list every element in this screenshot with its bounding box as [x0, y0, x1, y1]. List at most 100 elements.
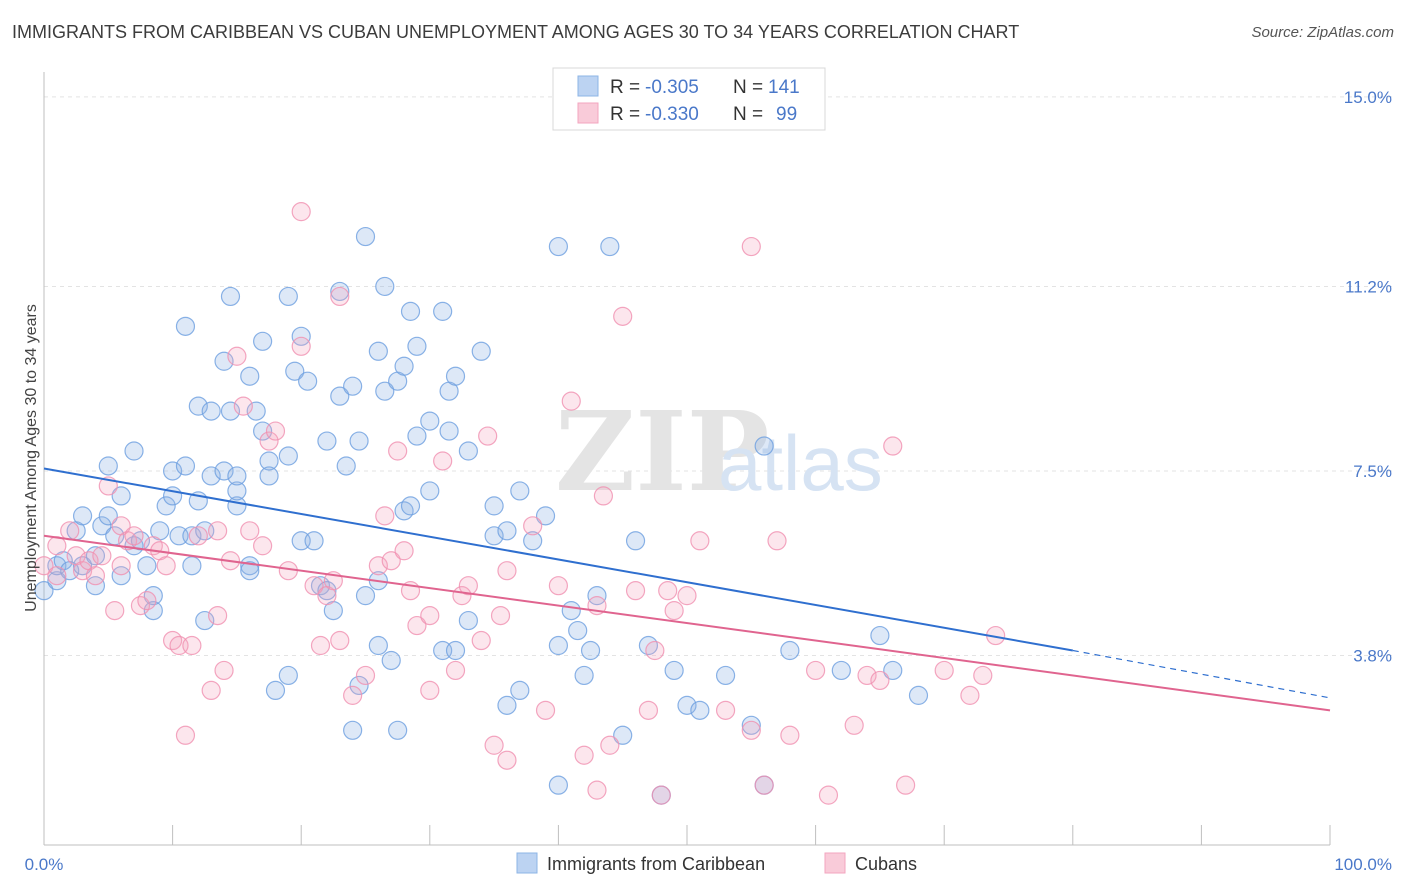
point-caribbean: [240, 366, 260, 386]
point-cubans: [92, 546, 112, 566]
trend-line-caribbean-extension: [1072, 649, 1331, 699]
point-cubans: [394, 541, 414, 561]
point-cubans: [754, 775, 774, 795]
point-caribbean: [227, 466, 247, 486]
point-caribbean: [664, 660, 684, 681]
point-cubans: [658, 581, 678, 601]
point-cubans: [130, 596, 151, 616]
point-caribbean: [85, 576, 106, 596]
y-tick-label: 15.0%: [1344, 88, 1392, 107]
point-caribbean: [433, 301, 453, 321]
point-cubans: [72, 561, 93, 581]
point-caribbean: [574, 665, 594, 686]
point-caribbean: [368, 635, 388, 656]
point-cubans: [587, 780, 607, 800]
point-caribbean: [458, 610, 478, 631]
point-cubans: [574, 745, 594, 765]
point-caribbean: [124, 441, 144, 461]
point-cubans: [208, 605, 228, 626]
legend-swatch-cubans: [577, 102, 599, 124]
point-cubans: [973, 665, 993, 686]
point-cubans: [645, 640, 665, 661]
point-caribbean: [240, 561, 260, 581]
point-caribbean: [568, 620, 588, 641]
point-caribbean: [246, 401, 266, 421]
point-caribbean: [510, 481, 530, 501]
point-caribbean: [510, 680, 530, 701]
point-caribbean: [317, 431, 337, 451]
point-cubans: [497, 561, 517, 581]
grid-lines: [44, 96, 1392, 656]
point-caribbean: [111, 486, 131, 506]
point-caribbean: [34, 581, 54, 601]
point-cubans: [47, 536, 67, 556]
point-caribbean: [548, 635, 569, 656]
point-caribbean: [201, 466, 221, 486]
point-caribbean: [394, 501, 414, 521]
point-caribbean: [484, 496, 504, 516]
point-caribbean: [600, 236, 620, 257]
point-caribbean: [355, 586, 376, 606]
point-cubans: [818, 785, 839, 805]
point-caribbean: [394, 356, 414, 376]
point-cubans: [548, 576, 569, 596]
point-caribbean: [175, 316, 196, 336]
point-cubans: [253, 536, 273, 556]
point-cubans: [343, 685, 363, 705]
point-caribbean: [677, 695, 697, 715]
point-cubans: [561, 391, 581, 411]
y-axis-label: Unemployment Among Ages 30 to 34 years: [23, 304, 40, 612]
x-tick-label-min: 0.0%: [25, 855, 64, 874]
point-cubans: [291, 336, 311, 356]
point-cubans: [535, 700, 556, 720]
point-caribbean: [870, 625, 890, 646]
point-caribbean: [336, 456, 356, 476]
point-caribbean: [111, 566, 131, 586]
point-caribbean: [156, 496, 176, 516]
point-cubans: [857, 665, 877, 686]
point-cubans: [330, 630, 350, 651]
series-legend: Immigrants from Caribbean Cubans: [516, 852, 917, 874]
point-caribbean: [124, 536, 144, 556]
point-cubans: [497, 750, 517, 770]
point-cubans: [111, 556, 131, 576]
point-caribbean: [690, 700, 710, 720]
point-cubans: [201, 680, 221, 701]
point-caribbean: [285, 361, 305, 381]
bottom-legend-swatch-cubans: [824, 852, 846, 874]
watermark-zip: ZIP: [555, 387, 769, 516]
point-caribbean: [580, 640, 601, 661]
point-caribbean: [214, 461, 234, 481]
point-caribbean: [220, 401, 241, 421]
point-caribbean: [343, 720, 363, 740]
point-cubans: [259, 431, 279, 451]
point-cubans: [381, 551, 401, 571]
point-cubans: [484, 735, 504, 755]
bottom-legend-caribbean: Immigrants from Caribbean: [547, 854, 765, 874]
point-caribbean: [458, 441, 478, 461]
point-caribbean: [220, 286, 241, 307]
point-caribbean: [304, 531, 324, 551]
point-cubans: [478, 426, 498, 446]
point-cubans: [156, 556, 176, 576]
point-caribbean: [182, 526, 202, 546]
point-cubans: [490, 605, 511, 626]
point-caribbean: [72, 556, 93, 576]
chart-source: Source: ZipAtlas.com: [1251, 24, 1394, 41]
point-cubans: [523, 516, 543, 536]
point-caribbean: [883, 660, 903, 681]
point-cubans: [613, 306, 633, 326]
point-caribbean: [298, 371, 318, 391]
point-caribbean: [330, 386, 350, 406]
point-cubans: [741, 236, 761, 257]
watermark-atlas: atlas: [718, 419, 883, 507]
point-caribbean: [85, 546, 106, 566]
point-cubans: [458, 576, 478, 596]
point-caribbean: [175, 456, 196, 476]
point-cubans: [233, 396, 253, 416]
legend-r-label-1: R =: [610, 77, 640, 98]
point-caribbean: [381, 650, 401, 671]
point-caribbean: [259, 451, 279, 471]
point-caribbean: [754, 436, 774, 456]
point-cubans: [182, 635, 202, 656]
